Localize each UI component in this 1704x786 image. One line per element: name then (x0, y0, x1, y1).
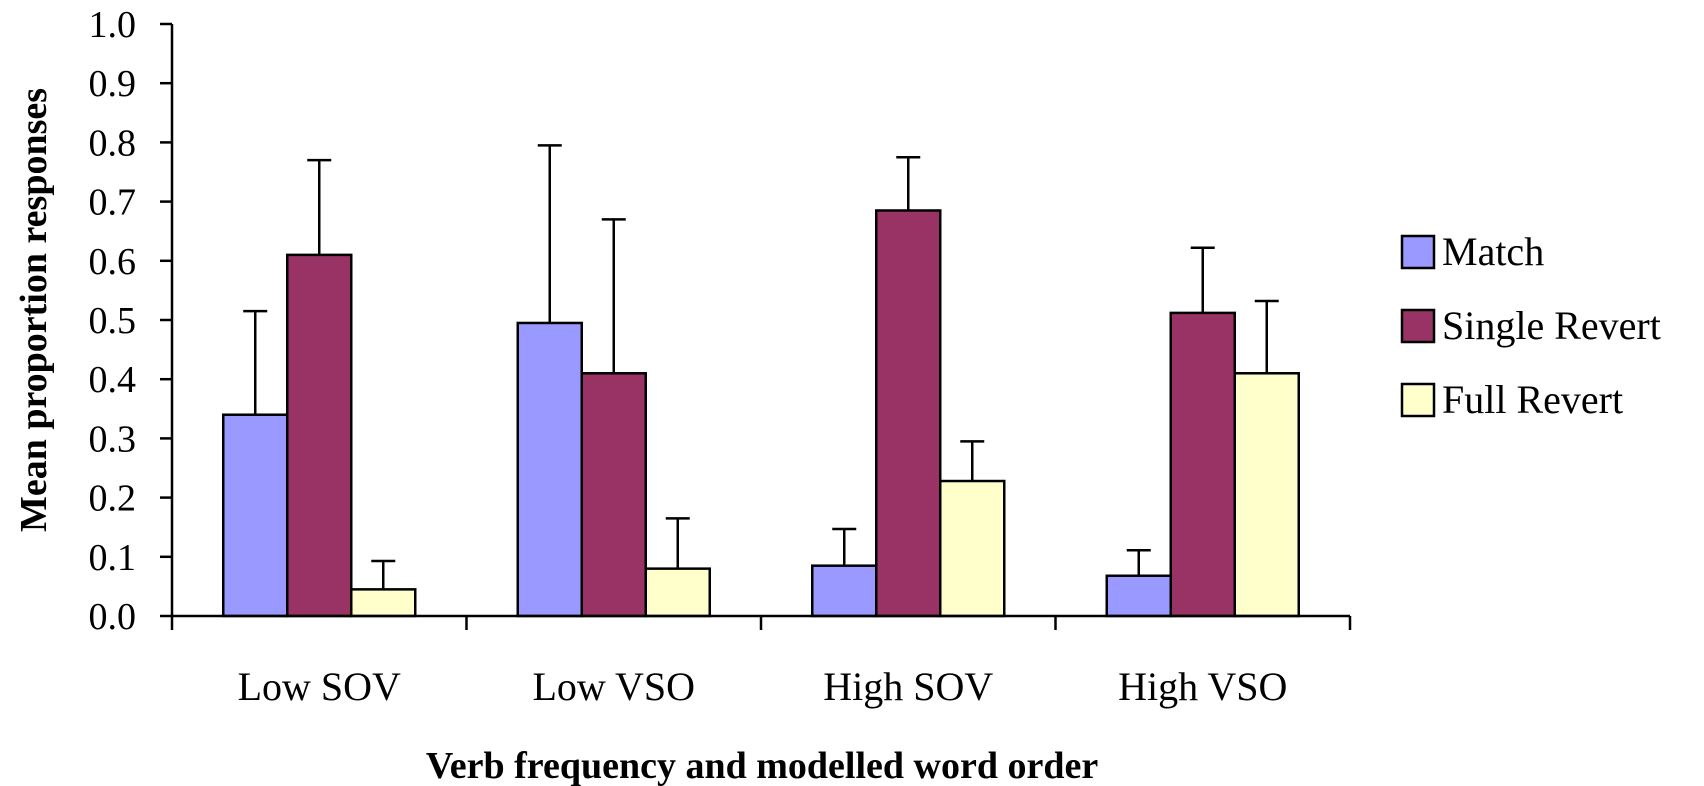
legend-swatch (1400, 308, 1436, 344)
plot-area (222, 144, 1300, 618)
y-tick-label: 0.1 (89, 537, 137, 579)
x-tick-label: High SOV (823, 664, 993, 709)
bar (1105, 574, 1172, 618)
legend-swatch (1400, 382, 1436, 418)
y-tick-label: 0.7 (89, 182, 137, 224)
bar (1233, 372, 1300, 618)
bar (1169, 311, 1236, 618)
x-tick-label: Low SOV (238, 664, 401, 709)
bar (811, 564, 878, 618)
y-tick-label: 1.0 (89, 4, 137, 46)
legend: Match Single Revert Full Revert (1400, 229, 1661, 422)
bar (875, 209, 942, 618)
legend-label: Match (1442, 229, 1544, 274)
x-tick-label: Low VSO (532, 664, 695, 709)
legend-label: Single Revert (1442, 303, 1661, 348)
x-axis-title: Verb frequency and modelled word order (426, 745, 1099, 786)
legend-swatch (1400, 234, 1436, 270)
bar (644, 567, 711, 618)
y-tick-label: 0.6 (89, 241, 137, 283)
y-axis-title: Mean proportion responses (13, 88, 55, 532)
bar (286, 253, 353, 618)
y-tick-label: 0.8 (89, 122, 137, 164)
y-tick-label: 0.5 (89, 300, 137, 342)
bar (350, 588, 417, 618)
y-tick-label: 0.2 (89, 478, 137, 520)
bar (580, 372, 647, 618)
axes: Low SOV Low VSO High SOV High VSO 0.0 0.1 0.2 0… (89, 4, 1352, 709)
x-tick-label: High VSO (1118, 664, 1287, 709)
bar (939, 479, 1006, 618)
bar (222, 413, 289, 618)
y-tick-label: 0.9 (89, 63, 137, 105)
y-tick-label: 0.0 (89, 596, 137, 638)
legend-label: Full Revert (1442, 377, 1623, 422)
y-tick-label: 0.3 (89, 418, 137, 460)
y-tick-label: 0.4 (89, 359, 137, 401)
bar (516, 321, 583, 618)
